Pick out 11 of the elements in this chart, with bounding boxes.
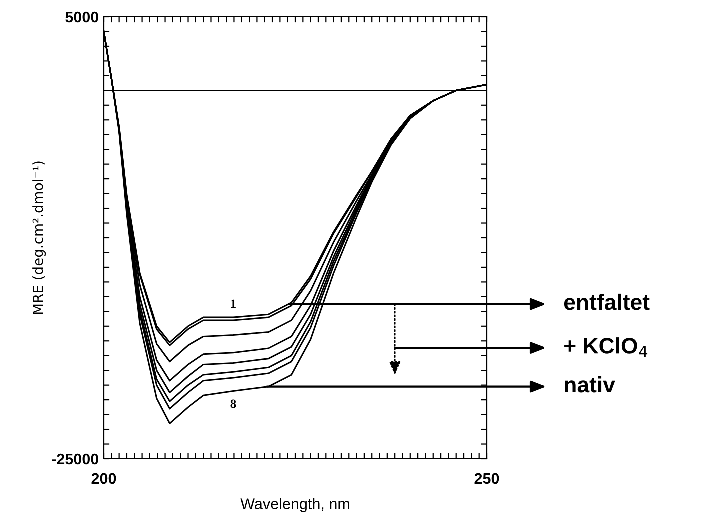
y-tick-label: 5000 xyxy=(66,12,99,23)
text: + KClO$_{4}$ xyxy=(564,338,648,358)
annotation: 8 xyxy=(230,400,236,408)
y-axis-title: MRE (deg.cm².dmol⁻¹) xyxy=(32,162,46,314)
y-tick-label: -25000 xyxy=(52,454,99,465)
annotation: 1 xyxy=(231,300,236,308)
x-tick-label: 250 xyxy=(474,473,500,484)
x-tick-label: 200 xyxy=(92,473,116,484)
annotation: entfaltet xyxy=(564,294,650,310)
annotation: nativ xyxy=(565,376,616,393)
x-axis-title: Wavelength, nm xyxy=(240,498,350,512)
